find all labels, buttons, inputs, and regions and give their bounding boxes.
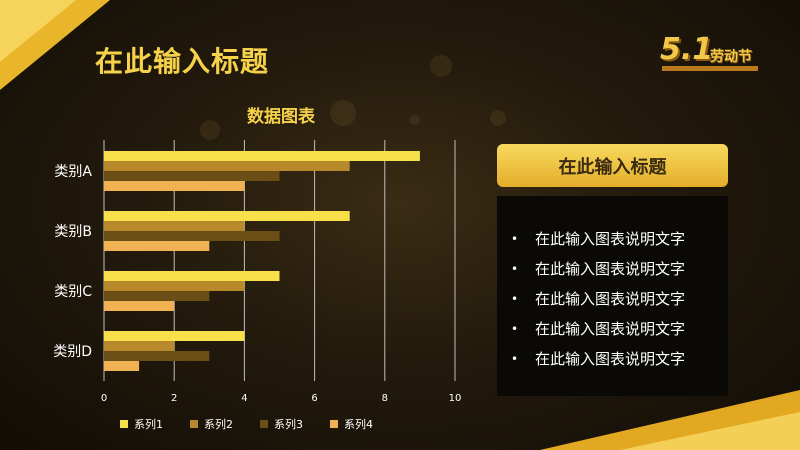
bar: [104, 161, 350, 171]
bokeh-light: [490, 110, 506, 126]
bokeh-light: [410, 115, 420, 125]
bar: [104, 171, 280, 181]
description-item: 在此输入图表说明文字: [497, 314, 728, 344]
legend-label: 系列2: [204, 417, 233, 431]
category-label: 类别C: [54, 284, 92, 300]
x-tick-label: 10: [449, 393, 462, 404]
x-tick-label: 8: [382, 393, 388, 404]
chart-title: 数据图表: [247, 106, 316, 127]
description-item: 在此输入图表说明文字: [497, 284, 728, 314]
x-tick-label: 4: [241, 393, 247, 404]
description-panel: 在此输入图表说明文字 在此输入图表说明文字 在此输入图表说明文字 在此输入图表说…: [497, 196, 728, 396]
x-tick-label: 2: [171, 393, 177, 404]
bar: [104, 211, 350, 221]
legend-label: 系列3: [274, 417, 303, 431]
description-item: 在此输入图表说明文字: [497, 224, 728, 254]
logo-base: [662, 66, 758, 71]
x-tick-label: 0: [101, 393, 107, 404]
bar: [104, 341, 175, 351]
slide-title: 在此输入标题: [95, 45, 270, 78]
logo-text: 劳动节: [710, 49, 752, 65]
legend-label: 系列4: [344, 417, 373, 431]
logo-number: 5.1: [660, 32, 714, 67]
bar: [104, 331, 245, 341]
bokeh-light: [200, 120, 220, 140]
legend-swatch: [190, 420, 198, 428]
labor-day-logo: 5.1 劳动节: [660, 32, 760, 72]
bar: [104, 231, 280, 241]
panel-header: 在此输入标题: [497, 144, 728, 187]
category-label: 类别A: [54, 164, 92, 180]
category-label: 类别D: [53, 344, 92, 360]
bar: [104, 151, 420, 161]
description-list: 在此输入图表说明文字 在此输入图表说明文字 在此输入图表说明文字 在此输入图表说…: [497, 196, 728, 374]
description-item: 在此输入图表说明文字: [497, 344, 728, 374]
legend-swatch: [330, 420, 338, 428]
category-label: 类别B: [54, 224, 92, 240]
bar: [104, 351, 210, 361]
bokeh-light: [330, 100, 356, 126]
legend-label: 系列1: [134, 417, 163, 431]
bokeh-light: [430, 55, 452, 77]
bar: [104, 281, 245, 291]
bar: [104, 181, 245, 191]
legend-swatch: [260, 420, 268, 428]
bar: [104, 301, 175, 311]
bar: [104, 241, 210, 251]
x-tick-label: 6: [311, 393, 317, 404]
bar: [104, 291, 210, 301]
bar: [104, 361, 140, 371]
corner-decoration-top-left-inner: [0, 0, 76, 62]
bar: [104, 221, 245, 231]
bar: [104, 271, 280, 281]
description-item: 在此输入图表说明文字: [497, 254, 728, 284]
corner-decoration-bottom-right-inner: [620, 412, 800, 450]
legend-swatch: [120, 420, 128, 428]
